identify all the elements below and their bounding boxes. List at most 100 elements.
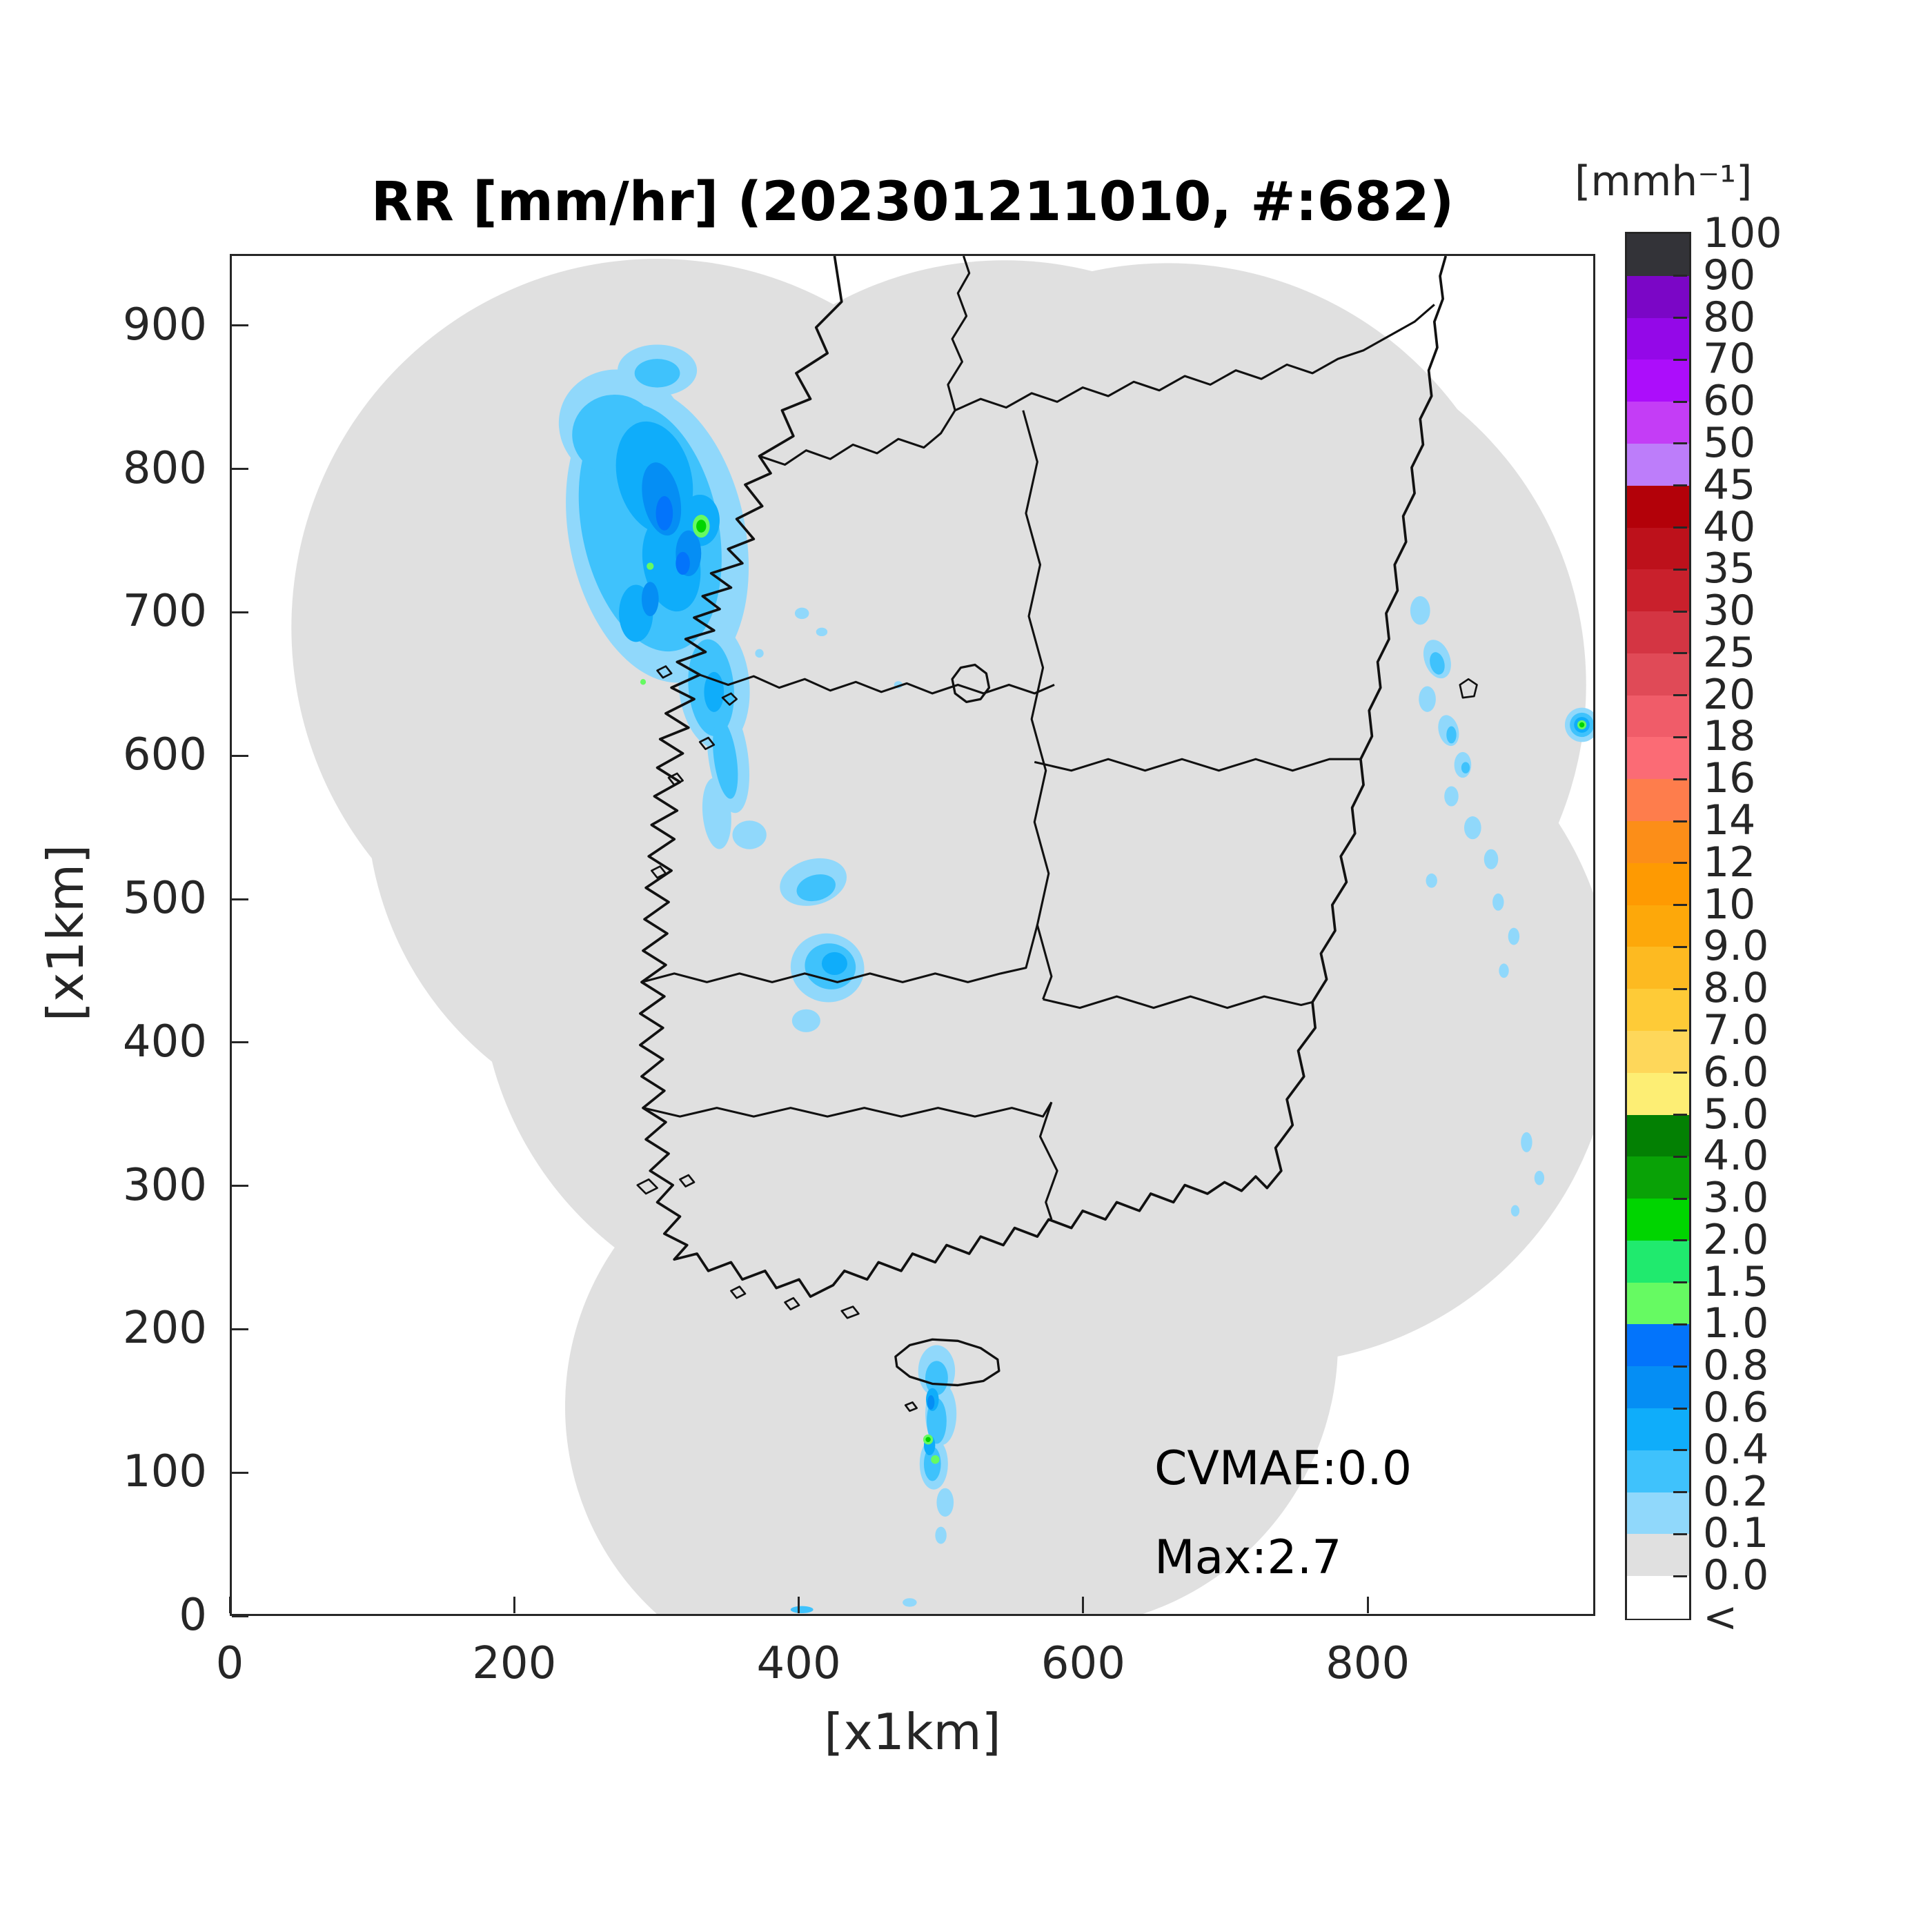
precip-echo bbox=[936, 1488, 954, 1517]
coastline bbox=[639, 256, 1448, 1298]
x-tick-label: 400 bbox=[756, 1638, 841, 1689]
colorbar-boundary-label: 3.0 bbox=[1703, 1174, 1769, 1223]
colorbar-segment bbox=[1627, 737, 1689, 780]
precip-echo bbox=[1579, 722, 1585, 728]
precip-echo bbox=[794, 607, 809, 620]
precip-echo bbox=[1419, 686, 1436, 712]
colorbar-boundary-label: 12 bbox=[1703, 838, 1756, 887]
precip-echo bbox=[796, 874, 836, 902]
y-tick-mark bbox=[232, 1185, 248, 1187]
island-outline bbox=[667, 772, 684, 786]
colorbar-segment bbox=[1627, 359, 1689, 402]
colorbar-tick-mark bbox=[1673, 275, 1687, 277]
y-tick-mark bbox=[232, 468, 248, 471]
colorbar-tick-mark bbox=[1673, 1155, 1687, 1158]
precip-echo bbox=[927, 1395, 935, 1410]
colorbar-segment bbox=[1627, 1282, 1689, 1325]
colorbar-boundary-label: 90 bbox=[1703, 250, 1756, 299]
precip-echo bbox=[1483, 849, 1499, 869]
colorbar-boundary-label: 80 bbox=[1703, 293, 1756, 342]
colorbar-tick-mark bbox=[1673, 1407, 1687, 1410]
colorbar-segment bbox=[1627, 275, 1689, 319]
radar-coverage-circle bbox=[366, 463, 1034, 1136]
plot-title: RR [mm/hr] (202301211010, #:682) bbox=[371, 171, 1455, 233]
y-tick-label: 700 bbox=[122, 586, 207, 638]
island-outline bbox=[636, 1178, 658, 1195]
y-tick-label: 900 bbox=[122, 299, 207, 351]
precip-echo bbox=[1508, 927, 1520, 945]
x-tick-label: 200 bbox=[472, 1638, 557, 1689]
colorbar-tick-mark bbox=[1673, 1575, 1687, 1577]
precip-echo bbox=[634, 359, 680, 388]
colorbar-segment bbox=[1627, 821, 1689, 864]
colorbar-segment bbox=[1627, 862, 1689, 906]
colorbar-boundary-label: 4.0 bbox=[1703, 1132, 1769, 1181]
province-boundary bbox=[1022, 410, 1053, 1000]
colorbar-tick-mark bbox=[1673, 1239, 1687, 1242]
y-tick-label: 500 bbox=[122, 873, 207, 925]
colorbar-boundary-label: 35 bbox=[1703, 544, 1756, 593]
island-outline bbox=[784, 1297, 800, 1311]
y-tick-label: 800 bbox=[122, 442, 207, 494]
colorbar-segment bbox=[1627, 1366, 1689, 1409]
y-tick-mark bbox=[232, 898, 248, 900]
x-axis-label: [x1km] bbox=[824, 1703, 1001, 1761]
colorbar-segment bbox=[1627, 1534, 1689, 1577]
colorbar-boundary-label: 0.0 bbox=[1703, 1551, 1769, 1600]
colorbar-segment bbox=[1627, 1408, 1689, 1451]
precip-echo bbox=[821, 952, 847, 976]
colorbar-tick-mark bbox=[1673, 568, 1687, 571]
colorbar-boundary-label: 0.4 bbox=[1703, 1425, 1769, 1474]
colorbar-segment bbox=[1627, 905, 1689, 947]
colorbar-boundary-label: 0.6 bbox=[1703, 1383, 1769, 1432]
colorbar-tick-mark bbox=[1673, 484, 1687, 487]
precip-echo bbox=[640, 679, 647, 685]
precip-echo bbox=[1426, 873, 1437, 888]
colorbar-tick-mark bbox=[1673, 1029, 1687, 1032]
colorbar-tick-mark bbox=[1673, 400, 1687, 403]
precip-echo bbox=[1446, 726, 1457, 744]
precip-echo bbox=[1463, 816, 1481, 840]
precip-echo bbox=[1461, 762, 1470, 773]
precip-echo bbox=[732, 820, 767, 849]
colorbar-boundary-label: 7.0 bbox=[1703, 1005, 1769, 1054]
x-tick-mark bbox=[798, 1597, 800, 1613]
province-boundary bbox=[1034, 758, 1361, 772]
colorbar-tick-mark bbox=[1673, 820, 1687, 822]
colorbar-boundary-label: 70 bbox=[1703, 335, 1756, 384]
precip-echo bbox=[696, 520, 707, 533]
colorbar-tick-mark bbox=[1673, 1491, 1687, 1494]
colorbar-tick-mark bbox=[1673, 652, 1687, 655]
colorbar-tick-mark bbox=[1673, 1449, 1687, 1452]
colorbar-segment bbox=[1627, 695, 1689, 738]
colorbar-boundary-label: 5.0 bbox=[1703, 1090, 1769, 1138]
colorbar-tick-mark bbox=[1673, 358, 1687, 361]
colorbar-boundary-label: 40 bbox=[1703, 502, 1756, 551]
colorbar-segment bbox=[1627, 234, 1689, 277]
colorbar-segment bbox=[1627, 1492, 1689, 1535]
precip-echo bbox=[702, 778, 731, 849]
precip-echo bbox=[931, 1455, 940, 1464]
colorbar-segment bbox=[1627, 653, 1689, 696]
colorbar-boundary-label: 45 bbox=[1703, 460, 1756, 509]
colorbar-boundary-label: 60 bbox=[1703, 377, 1756, 426]
x-tick-label: 0 bbox=[215, 1638, 244, 1689]
colorbar-segment bbox=[1627, 779, 1689, 822]
colorbar-boundary-label: 1.5 bbox=[1703, 1257, 1769, 1306]
precip-echo bbox=[791, 1009, 820, 1032]
island-outline bbox=[698, 736, 716, 751]
province-boundary bbox=[1043, 995, 1313, 1009]
colorbar-tick-mark bbox=[1673, 317, 1687, 319]
island-outline bbox=[651, 865, 667, 879]
colorbar-segment bbox=[1627, 1576, 1689, 1619]
colorbar-boundary-label: 0.1 bbox=[1703, 1509, 1769, 1558]
colorbar-segment bbox=[1627, 1450, 1689, 1493]
colorbar-segment bbox=[1627, 1324, 1689, 1367]
colorbar-tick-mark bbox=[1673, 442, 1687, 445]
y-tick-label: 400 bbox=[122, 1016, 207, 1067]
colorbar-boundary-label: 14 bbox=[1703, 796, 1756, 845]
island-outline bbox=[656, 665, 673, 679]
precip-echo bbox=[1444, 786, 1459, 807]
colorbar-tick-mark bbox=[1673, 1281, 1687, 1284]
island-outline bbox=[1459, 678, 1478, 699]
